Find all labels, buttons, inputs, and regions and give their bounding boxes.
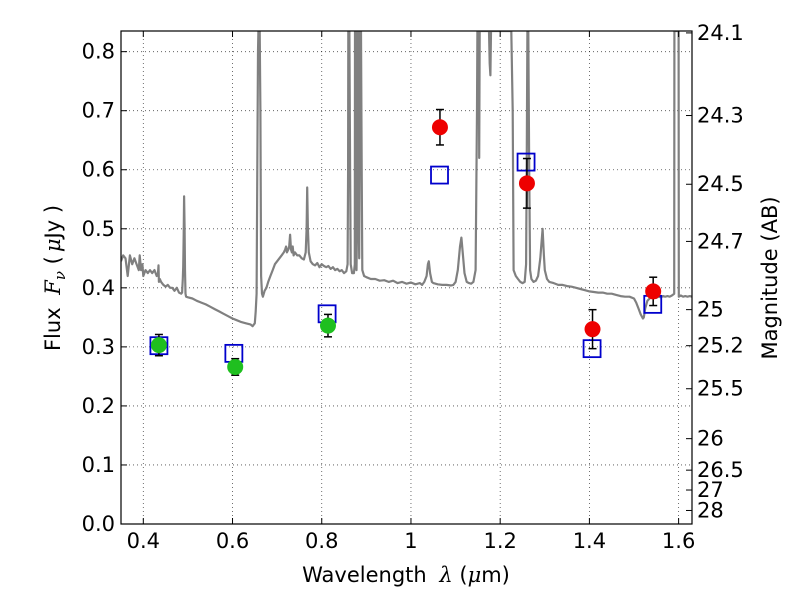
y2-tick-label: 25.2 xyxy=(697,334,744,358)
flux-point xyxy=(227,358,244,375)
x-tick-label: 0.6 xyxy=(216,529,249,553)
flux-point xyxy=(645,283,662,300)
y2-tick-label: 26.5 xyxy=(697,458,744,482)
y2-tick-label: 25 xyxy=(697,298,724,322)
y2-tick-label: 24.7 xyxy=(697,229,744,253)
y2-tick-label: 24.3 xyxy=(697,104,744,128)
x-axis-label: Wavelength λ (μm) xyxy=(302,563,510,587)
y2-tick-label: 24.5 xyxy=(697,172,744,196)
y-tick-label: 0.8 xyxy=(82,40,115,64)
x-tick-label: 0.4 xyxy=(127,529,160,553)
y-tick-label: 0.0 xyxy=(82,512,115,536)
model-square-marker xyxy=(430,165,449,185)
flux-point xyxy=(319,317,336,334)
y2-tick-label: 25.5 xyxy=(697,377,744,401)
model-square-marker xyxy=(516,152,536,172)
flux-point xyxy=(584,321,601,338)
y-tick-label: 0.6 xyxy=(82,158,115,182)
y-tick-label: 0.2 xyxy=(82,394,115,418)
y-axis-label: Flux Fν (μJy ) xyxy=(41,205,69,351)
x-tick-label: 1.2 xyxy=(483,529,516,553)
x-tick-label: 1.4 xyxy=(573,529,606,553)
flux-point xyxy=(431,119,448,136)
plot-frame xyxy=(120,30,693,525)
x-tick-label: 1 xyxy=(404,529,417,553)
y2-axis-label: Magnitude (AB) xyxy=(758,196,782,359)
y-tick-label: 0.3 xyxy=(82,335,115,359)
flux-point xyxy=(150,337,167,354)
y2-tick-label: 28 xyxy=(697,498,724,522)
x-tick-label: 1.6 xyxy=(662,529,695,553)
ticks: 0.4 0.6 0.8 1 1.2 1.4 1.6 0.0 0.1 0.2 0.3 0.4 0.5 0.6… xyxy=(82,21,744,553)
spectrum-line xyxy=(121,31,692,328)
flux-point xyxy=(518,175,535,192)
y-tick-label: 0.5 xyxy=(82,217,115,241)
markers xyxy=(149,108,663,376)
y-tick-label: 0.4 xyxy=(82,276,115,300)
y-tick-label: 0.7 xyxy=(82,99,115,123)
y2-tick-label: 24.1 xyxy=(697,21,744,45)
x-tick-label: 0.8 xyxy=(305,529,338,553)
y2-tick-label: 27 xyxy=(697,478,724,502)
y-tick-label: 0.1 xyxy=(82,453,115,477)
y2-tick-label: 26 xyxy=(697,427,724,451)
plot-area xyxy=(121,31,692,328)
